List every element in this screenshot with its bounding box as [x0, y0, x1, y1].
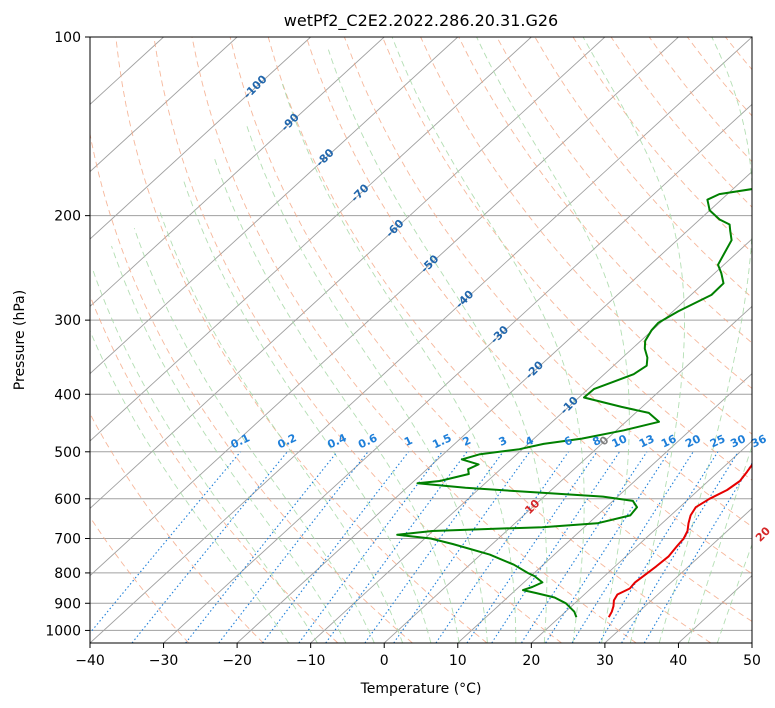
dry-adiabat-line — [343, 37, 752, 528]
isotherm-line — [531, 440, 752, 643]
plot-frame — [89, 36, 753, 644]
temperature-line — [607, 463, 752, 618]
moist-adiabat-line — [133, 228, 375, 643]
moist-adiabat-line — [476, 37, 630, 643]
dry-adiabat-line — [153, 37, 562, 643]
moist-adiabat-line — [281, 83, 517, 643]
mixing-ratio-line — [262, 451, 409, 643]
isotherm-line — [90, 37, 532, 442]
x-tick-label: 0 — [380, 653, 389, 669]
y-tick-label: 700 — [54, 532, 81, 548]
y-tick-label: 400 — [54, 387, 81, 403]
moist-adiabat-line — [658, 37, 752, 643]
mixing-ratio-label: 30 — [728, 432, 748, 450]
mixing-ratio-line — [298, 451, 443, 643]
y-tick-label: 900 — [54, 596, 81, 612]
isotherm-line — [90, 37, 606, 509]
moist-adiabat-line — [582, 37, 685, 643]
dry-adiabat-line — [90, 516, 190, 643]
mixing-ratio-label: 13 — [637, 432, 656, 450]
x-tick-label: 20 — [522, 653, 540, 669]
x-tick-label: 40 — [670, 653, 688, 669]
moist-adiabat-line — [716, 543, 752, 643]
mixing-ratio-label: 20 — [683, 432, 703, 450]
mixing-ratio-line — [545, 451, 670, 643]
mixing-ratio-line — [90, 451, 241, 634]
mixing-ratio-line — [466, 451, 598, 643]
x-tick-label: −40 — [75, 653, 105, 669]
mixing-ratio-line — [393, 451, 531, 643]
mixing-ratio-line — [131, 451, 288, 643]
moist-adiabat-line — [158, 208, 404, 643]
dry-adiabat-line — [229, 37, 712, 643]
isotherm-line — [310, 238, 752, 643]
series-lines — [396, 188, 752, 618]
x-axis-label: Temperature (°C) — [360, 681, 482, 697]
x-tick-label: −30 — [149, 653, 179, 669]
mixing-ratio-line — [621, 451, 739, 643]
moist-adiabat-line — [391, 37, 585, 643]
isotherm-line — [383, 305, 752, 643]
dry-adiabat-line — [534, 37, 752, 299]
x-tick-label: −20 — [222, 653, 252, 669]
mixing-ratio-line — [185, 451, 338, 643]
background-lines — [90, 37, 752, 643]
moist-adiabat-line — [90, 329, 290, 643]
isotherm-line — [236, 171, 752, 643]
y-axis-ticks: 100 200 300 400 500 600 700 800 900 1000 — [45, 30, 90, 639]
mixing-ratio-line — [435, 451, 569, 643]
y-tick-label: 500 — [54, 445, 81, 461]
moist-adiabat-line — [687, 444, 752, 643]
isotherm-line — [163, 103, 752, 643]
mixing-ratio-label: 36 — [749, 432, 769, 450]
isotherm-line — [90, 37, 238, 173]
chart-title: wetPf2_C2E2.2022.286.20.31.G26 — [284, 11, 558, 31]
mixing-ratio-label: 16 — [659, 432, 679, 450]
dry-adiabat-line — [267, 37, 752, 622]
mixing-ratio-line — [571, 451, 694, 643]
x-tick-label: −10 — [296, 653, 326, 669]
isotherm-line — [90, 37, 459, 375]
mixing-ratio-line — [491, 451, 621, 643]
x-tick-label: 50 — [743, 653, 761, 669]
isotherm-line — [90, 37, 679, 577]
moist-adiabat-line — [245, 123, 488, 643]
isotherm-line — [90, 37, 311, 240]
isotherm-line — [604, 507, 752, 643]
moist-adiabat-line — [91, 267, 318, 643]
isotherm-line — [457, 373, 752, 643]
y-tick-label: 600 — [54, 492, 81, 508]
y-tick-label: 1000 — [45, 623, 81, 639]
mixing-ratio-line — [521, 451, 648, 643]
dry-adiabat-line — [115, 37, 488, 643]
x-tick-label: 30 — [596, 653, 614, 669]
isotherm-line — [90, 37, 385, 307]
moist-adiabat-line — [327, 49, 548, 643]
dry-adiabat-line — [90, 131, 413, 643]
mixing-ratio-label: 10 — [610, 432, 630, 450]
y-tick-label: 200 — [54, 209, 81, 225]
x-tick-label: 10 — [449, 653, 467, 669]
y-tick-label: 300 — [54, 313, 81, 329]
dewpoint-line — [396, 188, 752, 618]
y-tick-label: 100 — [54, 30, 81, 46]
dry-adiabat-line — [305, 37, 752, 575]
dry-adiabat-line — [90, 412, 264, 643]
moist-adiabat-line — [213, 157, 460, 643]
moist-adiabat-line — [183, 181, 432, 643]
mixing-ratio-line — [364, 451, 504, 643]
y-tick-label: 800 — [54, 566, 81, 582]
x-axis-ticks: −40 −30 −20 −10 0 10 20 30 40 50 — [75, 643, 761, 669]
y-axis-label: Pressure (hPa) — [12, 290, 28, 390]
mixing-ratio-line — [643, 462, 752, 643]
mixing-ratio-label: 25 — [708, 432, 727, 450]
mixing-ratio-line — [325, 451, 468, 643]
isotherm-line — [90, 37, 752, 643]
